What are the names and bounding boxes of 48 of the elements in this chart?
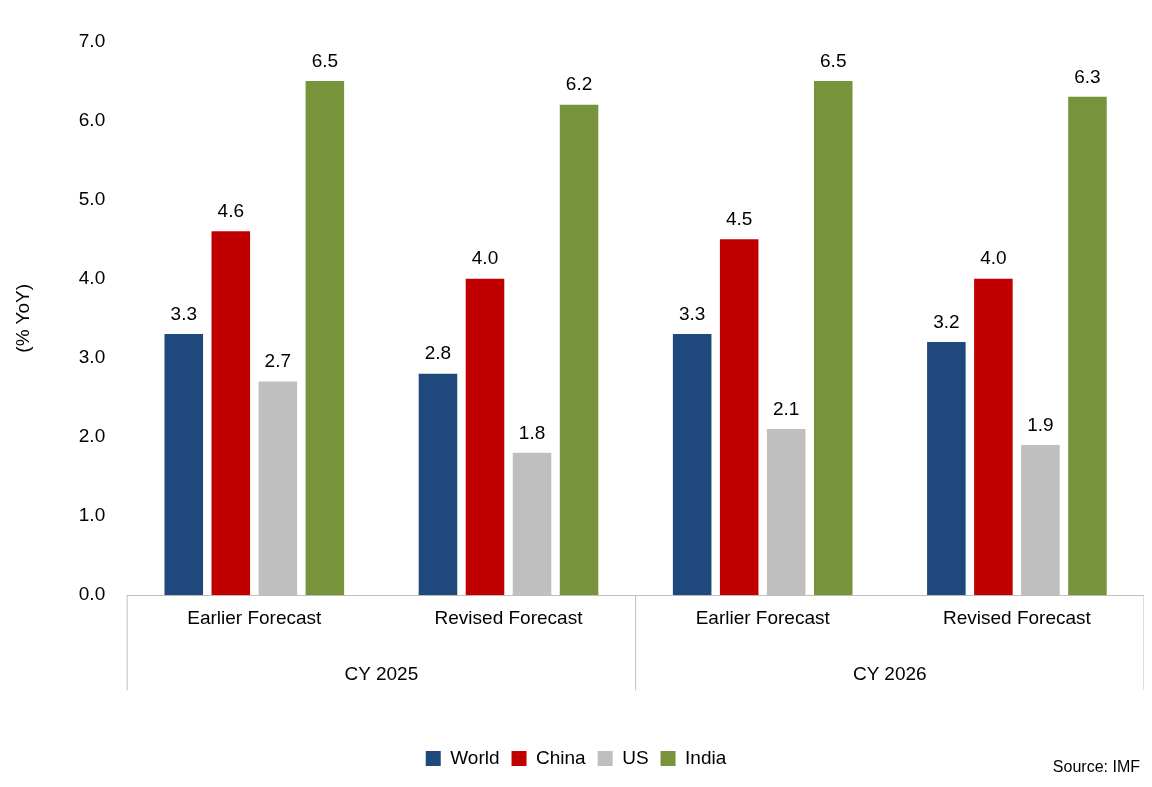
- y-tick-label: 1.0: [78, 504, 106, 526]
- y-axis-title: (% YoY): [11, 283, 33, 353]
- y-tick-label: 2.0: [78, 425, 106, 447]
- data-label: 4.0: [471, 247, 499, 269]
- bar: [418, 373, 458, 596]
- data-label: 2.8: [424, 342, 452, 364]
- data-label: 2.7: [264, 350, 292, 372]
- y-tick-label: 3.0: [78, 346, 106, 368]
- data-label: 4.6: [217, 200, 245, 222]
- data-label: 4.0: [980, 247, 1007, 269]
- bar: [719, 239, 759, 596]
- bar: [974, 278, 1013, 596]
- data-label: 6.5: [311, 49, 339, 71]
- bar: [211, 231, 251, 596]
- x-tick-label: Earlier Forecast: [187, 606, 323, 628]
- legend-label: US: [622, 746, 649, 768]
- data-label: 6.3: [1074, 65, 1101, 87]
- bar: [305, 80, 345, 596]
- data-label: 3.2: [933, 310, 960, 332]
- bar: [164, 334, 204, 596]
- x-tick-label: Revised Forecast: [434, 606, 584, 628]
- legend-label: China: [536, 746, 587, 768]
- y-tick-label: 0.0: [78, 583, 106, 605]
- y-tick-label: 7.0: [78, 29, 106, 51]
- text: CY 2025: [344, 663, 419, 685]
- y-tick-label: 6.0: [78, 108, 106, 130]
- x-tick-label: Revised Forecast: [942, 606, 1092, 628]
- bar: [672, 334, 712, 596]
- bar: [559, 104, 599, 596]
- data-label: 3.3: [678, 302, 706, 324]
- legend-label: India: [685, 746, 727, 768]
- bar: [927, 342, 966, 596]
- legend-label: World: [450, 746, 500, 768]
- data-label: 3.3: [170, 302, 197, 324]
- data-label: 6.5: [820, 49, 847, 71]
- bar: [1068, 96, 1107, 596]
- text: CY 2026: [853, 663, 927, 685]
- source-note: Source: IMF: [1052, 758, 1141, 776]
- data-label: 1.9: [1027, 413, 1054, 435]
- x-tick-label: Earlier Forecast: [695, 606, 831, 628]
- y-tick-label: 4.0: [78, 266, 106, 288]
- data-label: 1.8: [518, 421, 546, 443]
- y-tick-label: 5.0: [78, 187, 106, 209]
- data-label: 4.5: [725, 207, 753, 229]
- bar: [465, 278, 505, 596]
- data-label: 6.2: [565, 73, 593, 95]
- data-label: 2.1: [773, 397, 800, 419]
- bar: [813, 80, 853, 596]
